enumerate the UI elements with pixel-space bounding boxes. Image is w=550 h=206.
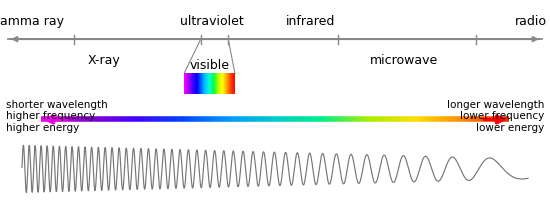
Text: lower frequency: lower frequency (460, 111, 544, 121)
Text: shorter wavelength: shorter wavelength (6, 100, 107, 110)
Text: gamma ray: gamma ray (0, 15, 63, 28)
Text: higher frequency: higher frequency (6, 111, 95, 121)
Text: higher energy: higher energy (6, 123, 79, 133)
Text: ultraviolet: ultraviolet (180, 15, 244, 28)
Text: microwave: microwave (370, 54, 438, 67)
Text: longer wavelength: longer wavelength (447, 100, 544, 110)
Text: X-ray: X-ray (88, 54, 121, 67)
Text: infrared: infrared (286, 15, 336, 28)
Text: visible: visible (190, 59, 229, 72)
Text: radio: radio (515, 15, 547, 28)
Text: lower energy: lower energy (476, 123, 544, 133)
